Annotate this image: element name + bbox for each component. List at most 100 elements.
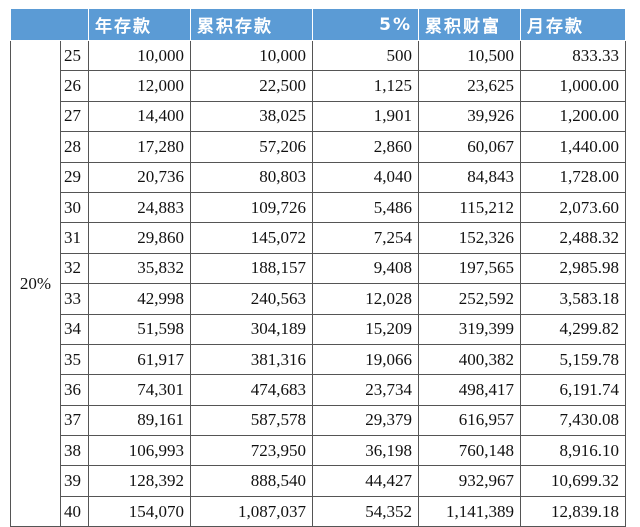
data-row: 26 12,000 22,500 1,125 23,625 1,000.00 [11, 70, 626, 102]
age-cell: 36 [60, 374, 89, 406]
value-cell: 19,066 [312, 343, 419, 376]
data-row: 27 14,400 38,025 1,901 39,926 1,200.00 [11, 100, 626, 133]
value-cell: 1,728.00 [520, 161, 626, 193]
value-cell: 888,540 [190, 465, 313, 497]
value-cell: 2,985.98 [520, 252, 626, 285]
value-cell: 9,408 [312, 252, 419, 285]
data-row: 38 106,993 723,950 36,198 760,148 8,916.10 [11, 435, 626, 467]
value-cell: 197,565 [418, 252, 521, 285]
value-cell: 7,430.08 [520, 404, 626, 437]
value-cell: 84,843 [418, 161, 521, 193]
value-cell: 54,352 [312, 495, 419, 527]
value-cell: 29,860 [88, 222, 191, 254]
value-cell: 8,916.10 [520, 435, 626, 467]
value-cell: 24,883 [88, 191, 191, 224]
value-cell: 1,901 [312, 100, 419, 133]
age-cell: 33 [60, 283, 89, 315]
value-cell: 35,832 [88, 252, 191, 285]
age-cell: 25 [60, 39, 89, 72]
value-cell: 2,860 [312, 131, 419, 163]
value-cell: 1,200.00 [520, 100, 626, 133]
value-cell: 500 [312, 39, 419, 72]
value-cell: 57,206 [190, 131, 313, 163]
value-cell: 51,598 [88, 313, 191, 345]
age-cell: 31 [60, 222, 89, 254]
value-cell: 23,625 [418, 70, 521, 102]
header-cell: 累积财富 [418, 8, 521, 41]
data-row: 39 128,392 888,540 44,427 932,967 10,699.32 [11, 465, 626, 497]
value-cell: 10,500 [418, 39, 521, 72]
value-cell: 587,578 [190, 404, 313, 437]
value-cell: 154,070 [88, 495, 191, 527]
value-cell: 400,382 [418, 343, 521, 376]
age-cell: 28 [60, 131, 89, 163]
data-row: 33 42,998 240,563 12,028 252,592 3,583.18 [11, 283, 626, 315]
value-cell: 4,299.82 [520, 313, 626, 345]
value-cell: 128,392 [88, 465, 191, 497]
value-cell: 4,040 [312, 161, 419, 193]
data-row: 29 20,736 80,803 4,040 84,843 1,728.00 [11, 161, 626, 193]
value-cell: 3,583.18 [520, 283, 626, 315]
value-cell: 10,000 [88, 39, 191, 72]
age-cell: 35 [60, 343, 89, 376]
data-row: 20% 25 10,000 10,000 500 10,500 833.33 [10, 39, 626, 527]
value-cell: 23,734 [312, 374, 419, 406]
value-cell: 14,400 [88, 100, 191, 133]
age-cell: 27 [60, 100, 89, 133]
value-cell: 10,699.32 [520, 465, 626, 497]
data-row: 35 61,917 381,316 19,066 400,382 5,159.78 [11, 343, 626, 376]
value-cell: 7,254 [312, 222, 419, 254]
value-cell: 188,157 [190, 252, 313, 285]
data-row: 34 51,598 304,189 15,209 319,399 4,299.82 [11, 313, 626, 345]
rate-cell: 20% [10, 39, 61, 527]
value-cell: 474,683 [190, 374, 313, 406]
header-cell: 累积存款 [190, 8, 313, 41]
value-cell: 74,301 [88, 374, 191, 406]
value-cell: 89,161 [88, 404, 191, 437]
age-cell: 40 [60, 495, 89, 527]
value-cell: 20,736 [88, 161, 191, 193]
value-cell: 109,726 [190, 191, 313, 224]
value-cell: 10,000 [190, 39, 313, 72]
value-cell: 723,950 [190, 435, 313, 467]
age-cell: 29 [60, 161, 89, 193]
value-cell: 1,440.00 [520, 131, 626, 163]
value-cell: 38,025 [190, 100, 313, 133]
value-cell: 36,198 [312, 435, 419, 467]
age-cell: 32 [60, 252, 89, 285]
data-row: 36 74,301 474,683 23,734 498,417 6,191.74 [11, 374, 626, 406]
value-cell: 6,191.74 [520, 374, 626, 406]
header-cell: 年存款 [88, 8, 191, 41]
value-cell: 80,803 [190, 161, 313, 193]
age-cell: 34 [60, 313, 89, 345]
value-cell: 381,316 [190, 343, 313, 376]
value-cell: 22,500 [190, 70, 313, 102]
value-cell: 319,399 [418, 313, 521, 345]
data-row: 28 17,280 57,206 2,860 60,067 1,440.00 [11, 131, 626, 163]
value-cell: 498,417 [418, 374, 521, 406]
data-row: 31 29,860 145,072 7,254 152,326 2,488.32 [11, 222, 626, 254]
data-row: 37 89,161 587,578 29,379 616,957 7,430.08 [11, 404, 626, 437]
value-cell: 17,280 [88, 131, 191, 163]
data-row: 40 154,070 1,087,037 54,352 1,141,389 12,839.… [11, 495, 626, 527]
value-cell: 616,957 [418, 404, 521, 437]
header-row: 年存款 累积存款 5% 累积财富 月存款 [10, 8, 626, 41]
age-cell: 39 [60, 465, 89, 497]
value-cell: 12,028 [312, 283, 419, 315]
header-blank [10, 8, 89, 41]
value-cell: 42,998 [88, 283, 191, 315]
value-cell: 39,926 [418, 100, 521, 133]
value-cell: 5,486 [312, 191, 419, 224]
value-cell: 61,917 [88, 343, 191, 376]
value-cell: 1,141,389 [418, 495, 521, 527]
value-cell: 145,072 [190, 222, 313, 254]
age-cell: 37 [60, 404, 89, 437]
value-cell: 304,189 [190, 313, 313, 345]
value-cell: 60,067 [418, 131, 521, 163]
savings-table: 年存款 累积存款 5% 累积财富 月存款 20% 25 10,000 10,000 500 10,5… [10, 8, 626, 527]
value-cell: 106,993 [88, 435, 191, 467]
value-cell: 5,159.78 [520, 343, 626, 376]
value-cell: 115,212 [418, 191, 521, 224]
value-cell: 44,427 [312, 465, 419, 497]
value-cell: 932,967 [418, 465, 521, 497]
